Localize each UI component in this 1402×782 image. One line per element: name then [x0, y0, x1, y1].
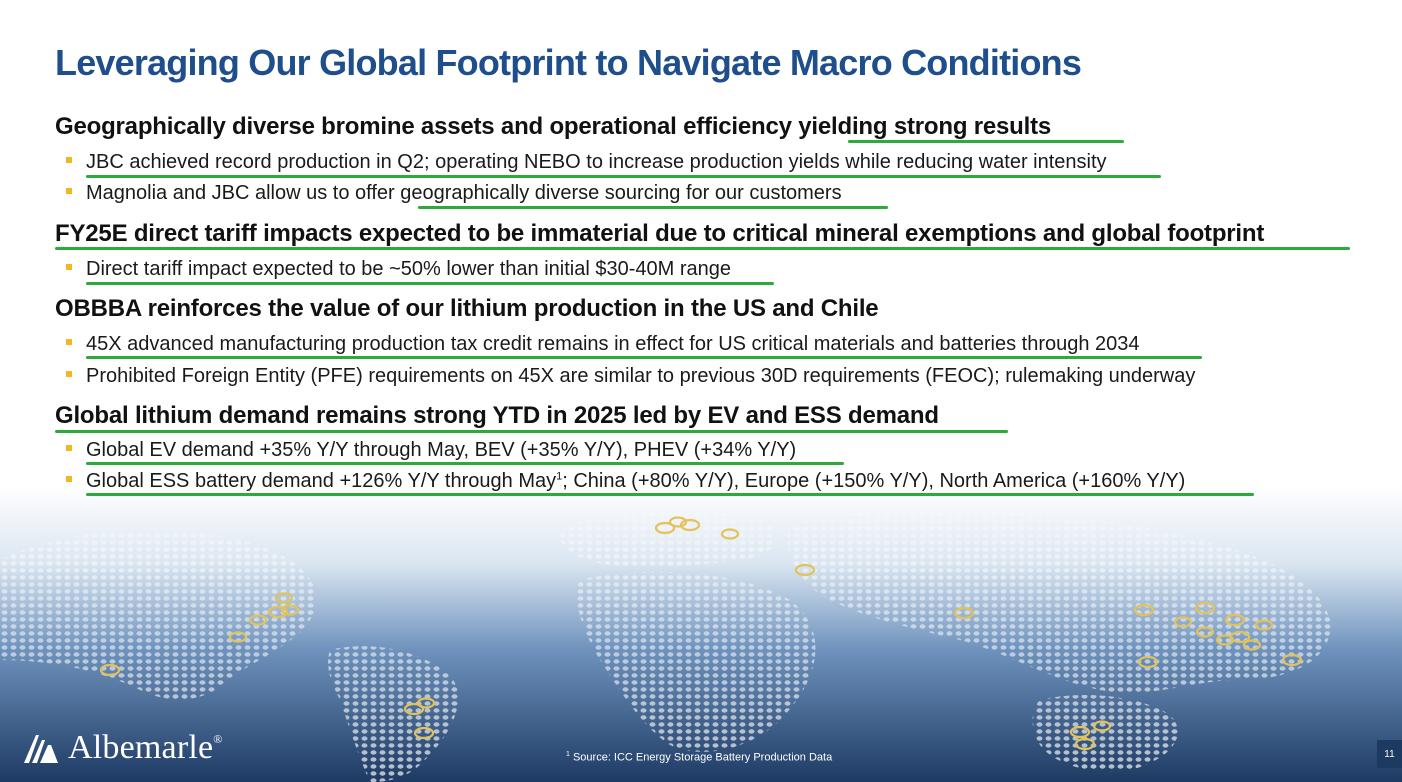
location-marker-icon: [679, 518, 701, 532]
location-marker-icon: [267, 605, 289, 619]
heading-underline: [55, 430, 1008, 433]
albemarle-logo: Albemarle ®: [22, 728, 222, 768]
location-marker-icon: [416, 697, 436, 709]
square-bullet-icon: [66, 263, 72, 270]
location-marker-icon: [1281, 653, 1303, 667]
section-heading-lithium-demand: Global lithium demand remains strong YTD…: [55, 402, 939, 429]
location-marker-icon: [248, 614, 268, 626]
square-bullet-icon: [66, 338, 72, 345]
heading-underline: [848, 140, 1124, 143]
square-bullet-icon: [66, 156, 72, 163]
bullet-text: Global EV demand +35% Y/Y through May, B…: [86, 439, 797, 461]
section-heading-tariff: FY25E direct tariff impacts expected to …: [55, 220, 1265, 247]
bullet-text: Direct tariff impact expected to be ~50%…: [86, 258, 731, 280]
bullet-item: 45X advanced manufacturing production ta…: [66, 333, 1140, 356]
bullet-text: JBC achieved record production in Q2; op…: [86, 151, 1107, 173]
bullet-underline: [86, 282, 774, 285]
location-marker-icon: [953, 606, 975, 620]
bullet-underline: [418, 206, 888, 209]
location-marker-icon: [274, 592, 294, 604]
bullet-item: Global EV demand +35% Y/Y through May, B…: [66, 439, 796, 462]
page-number: 11: [1377, 740, 1402, 768]
slide-title: Leveraging Our Global Footprint to Navig…: [55, 42, 1082, 83]
location-marker-icon: [1133, 603, 1155, 617]
location-marker-icon: [1254, 619, 1274, 631]
location-marker-icon: [1173, 616, 1193, 628]
location-marker-icon: [228, 631, 248, 643]
bullet-underline: [86, 462, 844, 465]
square-bullet-icon: [66, 475, 72, 482]
location-marker-icon: [794, 563, 816, 577]
location-marker-icon: [720, 528, 740, 540]
square-bullet-icon: [66, 370, 72, 377]
logo-wordmark: Albemarle: [68, 729, 214, 766]
albemarle-triangle-logo-icon: [24, 735, 58, 763]
location-marker-icon: [1195, 626, 1215, 638]
section-heading-bromine: Geographically diverse bromine assets an…: [55, 113, 1052, 140]
location-marker-icon: [403, 702, 425, 716]
location-marker-icon: [413, 726, 435, 740]
footnote-text: Source: ICC Energy Storage Battery Produ…: [572, 751, 833, 764]
footnote: 1 Source: ICC Energy Storage Battery Pro…: [566, 751, 832, 764]
square-bullet-icon: [66, 187, 72, 194]
bullet-text-tail: ; China (+80% Y/Y), Europe (+150% Y/Y), …: [562, 470, 1186, 492]
bullet-underline: [86, 356, 1202, 359]
bullet-underline: [86, 493, 1254, 496]
bullet-item: Magnolia and JBC allow us to offer geogr…: [66, 182, 842, 205]
bullet-text: Magnolia and JBC allow us to offer geogr…: [86, 182, 842, 204]
bullet-item: Prohibited Foreign Entity (PFE) requirem…: [66, 365, 1195, 388]
location-marker-icon: [654, 521, 676, 535]
bullet-text: Global ESS battery demand +126% Y/Y thro…: [86, 470, 557, 492]
bullet-text: 45X advanced manufacturing production ta…: [86, 333, 1140, 355]
location-marker-icon: [1092, 720, 1112, 732]
heading-underline: [55, 247, 1350, 250]
bullet-item: Direct tariff impact expected to be ~50%…: [66, 258, 731, 281]
location-marker-icon: [1069, 725, 1091, 739]
footnote-marker: 1: [566, 751, 570, 758]
bullet-item: Global ESS battery demand +126% Y/Y thro…: [66, 470, 1185, 493]
bullet-text: Prohibited Foreign Entity (PFE) requirem…: [86, 365, 1196, 387]
bullet-underline: [86, 175, 1161, 178]
square-bullet-icon: [66, 444, 72, 451]
location-marker-icon: [99, 663, 121, 677]
location-markers: [99, 516, 1303, 751]
section-heading-obbba: OBBBA reinforces the value of our lithiu…: [55, 295, 879, 322]
footnote-marker: 1: [556, 470, 563, 483]
location-marker-icon: [1215, 634, 1235, 646]
location-marker-icon: [1074, 737, 1096, 751]
location-marker-icon: [1137, 655, 1159, 669]
location-marker-icon: [1224, 613, 1246, 627]
registered-mark: ®: [213, 732, 223, 746]
location-marker-icon: [668, 516, 688, 528]
bullet-item: JBC achieved record production in Q2; op…: [66, 151, 1107, 174]
location-marker-icon: [1242, 639, 1262, 651]
location-marker-icon: [1194, 601, 1216, 615]
location-marker-icon: [280, 604, 300, 616]
